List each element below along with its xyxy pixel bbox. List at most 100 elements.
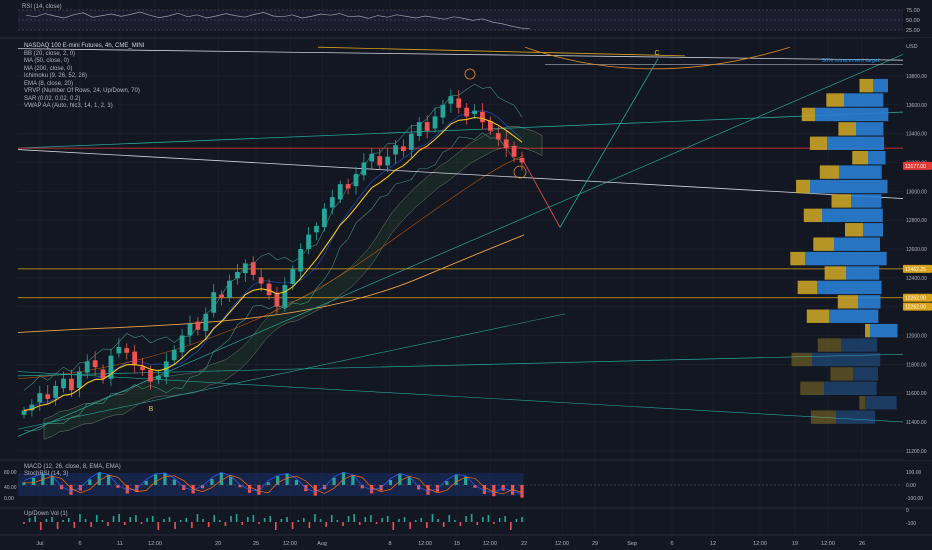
legend-vrvp[interactable]: VRVP (Number Of Rows, 24, Up/Down, 70): [24, 88, 140, 94]
candle: [250, 262, 256, 275]
macd-hist-bar: [229, 476, 233, 485]
vp-bar-up: [812, 352, 881, 367]
vp-bar-down: [838, 122, 856, 136]
vp-bar-down: [813, 237, 834, 251]
updown-bar: [521, 517, 523, 522]
candle: [480, 111, 485, 123]
annotations: B C 50% retracement target: [149, 50, 880, 413]
candle: [124, 348, 130, 353]
legend-ema[interactable]: EMA (8, close, 20): [24, 80, 74, 87]
macd-hist-bar: [219, 472, 223, 485]
vp-bar-up: [846, 266, 880, 280]
vp-bar-down: [809, 136, 827, 150]
vp-bar-up: [873, 78, 888, 93]
macd-hist-bar: [116, 485, 120, 488]
macd-hist-bar: [473, 485, 477, 488]
macd-tick-label: 0.00: [906, 483, 916, 489]
macd-hist-bar: [22, 482, 26, 485]
vp-bar-up: [827, 136, 884, 150]
last-price-label-bg: [903, 161, 932, 170]
updown-bar: [241, 522, 244, 525]
time-tick-label: Aug: [317, 541, 327, 547]
candle: [385, 156, 391, 166]
candle: [76, 371, 82, 388]
price-tick-label: 11800.00: [906, 362, 927, 368]
candle: [84, 361, 90, 373]
symbol-title[interactable]: NASDAQ 100 E-mini Futures, 4h, CME_MINI: [24, 43, 145, 49]
updown-bar: [504, 516, 507, 522]
candle: [361, 162, 367, 176]
updown-bar: [191, 522, 193, 528]
time-tick-label: 19: [792, 541, 798, 547]
candle: [242, 263, 248, 274]
macd-label: MACD (12, 26, close, 8, EMA, EMA): [24, 464, 121, 470]
macd-hist-bar: [482, 485, 487, 494]
vp-bar-up: [853, 367, 878, 381]
updown-bar: [123, 522, 126, 525]
updown-bar: [219, 520, 221, 522]
macd-line: [23, 471, 523, 495]
marker-circle: [464, 68, 476, 80]
rsi-line: [25, 11, 531, 30]
candle: [219, 294, 225, 299]
vp-bar-down: [797, 280, 817, 295]
legend-ichimoku[interactable]: Ichimoku (9, 26, 52, 26): [24, 73, 88, 79]
candle: [140, 366, 145, 371]
candle: [448, 96, 454, 104]
updown-bar: [135, 515, 137, 522]
candle: [116, 347, 122, 354]
vp-bar-down: [859, 396, 865, 410]
candle: [274, 292, 280, 307]
vp-bar-up: [865, 396, 897, 410]
updown-bar: [487, 515, 490, 522]
currency-label: USD: [906, 44, 918, 50]
stoch-tick-label: 40.00: [4, 485, 17, 491]
gold-top-line: [317, 46, 686, 57]
projection-arc: [524, 46, 791, 70]
level-price-label: 12262.00: [905, 296, 926, 302]
updown-bar: [386, 516, 389, 522]
legend-bb[interactable]: BB (20, close, 2, 0): [24, 50, 76, 57]
candle: [100, 369, 106, 379]
updown-bar: [163, 519, 165, 522]
candle: [511, 145, 517, 157]
projection-drop: [521, 158, 561, 228]
vp-bar-up: [805, 251, 887, 266]
vp-bar-up: [810, 179, 888, 194]
vp-bar-down: [801, 107, 815, 122]
updown-bar: [230, 516, 232, 522]
legend-sar[interactable]: SAR (0.02, 0.02, 0.2): [24, 95, 81, 102]
legend-vwap[interactable]: VWAP AA (Auto, hlc3, 14, 1, 2, 3): [24, 103, 113, 109]
updown-bar: [510, 522, 512, 530]
updown-bar: [51, 517, 53, 522]
macd-hist-bar: [454, 474, 458, 485]
wave-label-b: B: [149, 406, 154, 413]
updown-bar: [454, 520, 456, 522]
macd-hist-bar: [370, 485, 374, 494]
updown-bar: [476, 522, 479, 525]
updown-bar: [202, 519, 204, 522]
candle: [503, 139, 509, 149]
vp-bar-up: [858, 295, 881, 309]
updown-bar: [207, 522, 210, 527]
legend-ma50[interactable]: MA (50, close, 0): [24, 58, 70, 64]
vp-bar-up: [822, 208, 883, 223]
candle: [456, 98, 462, 108]
price-tick-label: 11600.00: [906, 391, 927, 397]
updown-bar: [179, 520, 182, 522]
price-tick-label: 13800.00: [906, 74, 927, 80]
horizontal-levels: [18, 147, 903, 299]
legend-ma200[interactable]: MA (200, close, 0): [24, 65, 73, 72]
candle: [314, 225, 319, 233]
updown-bar: [358, 522, 361, 525]
vp-bar-up: [844, 93, 884, 107]
trendline-top-white: [17, 48, 904, 61]
candle: [132, 351, 138, 365]
candle: [171, 349, 177, 361]
macd-hist-bar: [163, 473, 167, 485]
vp-bar-down: [845, 223, 863, 237]
wave-label-c: C: [654, 50, 659, 57]
macd-hist-bar: [313, 485, 317, 496]
